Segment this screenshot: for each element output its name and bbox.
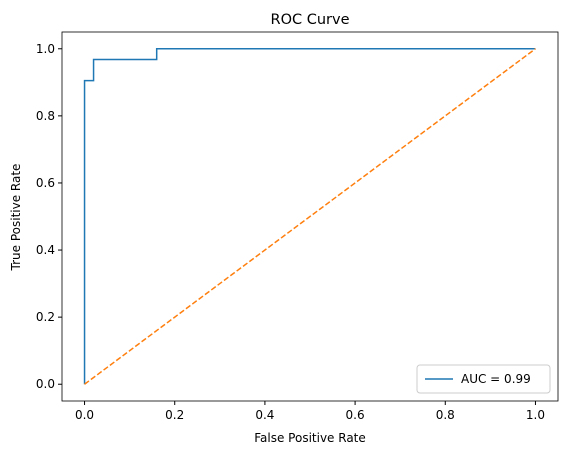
y-tick-label: 0.4 [36, 243, 55, 257]
plot-frame [61, 31, 559, 402]
legend-label: AUC = 0.99 [461, 372, 531, 386]
y-tick-label: 1.0 [36, 42, 55, 56]
legend-box [416, 364, 551, 394]
line [84, 48, 536, 385]
x-tick-label: 1.0 [526, 408, 545, 422]
y-tick-label: 0.0 [36, 377, 55, 391]
x-tick-label: 0.2 [165, 408, 184, 422]
x-tick-label: 0.4 [255, 408, 274, 422]
y-tick-label: 0.8 [36, 109, 55, 123]
x-tick-label: 0.0 [75, 408, 94, 422]
y-tick-label: 0.6 [36, 176, 55, 190]
line [83, 48, 536, 385]
x-axis-label: False Positive Rate [254, 431, 366, 445]
y-axis-label: True Positive Rate [9, 164, 23, 272]
chart-title: ROC Curve [271, 12, 350, 28]
x-tick-label: 0.8 [436, 408, 455, 422]
x-tick-label: 0.6 [346, 408, 365, 422]
y-tick-label: 0.2 [36, 310, 55, 324]
